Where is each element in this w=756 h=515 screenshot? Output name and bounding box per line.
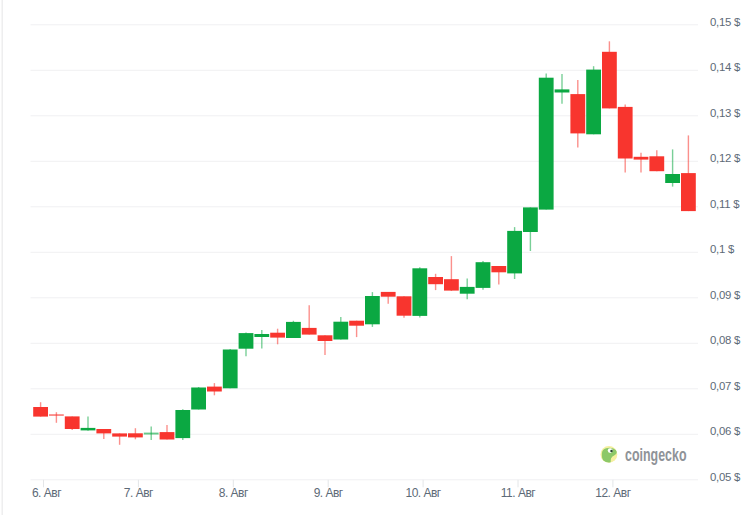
svg-text:7. Авг: 7. Авг	[124, 486, 154, 500]
svg-text:11. Авг: 11. Авг	[501, 486, 537, 500]
svg-text:0,1 $: 0,1 $	[710, 243, 735, 255]
svg-text:0,09 $: 0,09 $	[710, 289, 741, 301]
svg-text:0,12 $: 0,12 $	[710, 152, 741, 164]
svg-text:0,07 $: 0,07 $	[710, 380, 741, 392]
svg-text:6. Авг: 6. Авг	[32, 486, 62, 500]
svg-text:0,06 $: 0,06 $	[710, 425, 741, 437]
svg-text:8. Авг: 8. Авг	[219, 486, 249, 500]
svg-text:0,13 $: 0,13 $	[710, 107, 741, 119]
svg-text:0,15 $: 0,15 $	[710, 16, 741, 28]
svg-text:0,11 $: 0,11 $	[710, 198, 740, 210]
svg-text:0,14 $: 0,14 $	[710, 61, 741, 73]
svg-text:coingecko: coingecko	[625, 445, 687, 465]
svg-text:12. Авг: 12. Авг	[595, 486, 631, 500]
svg-text:0,08 $: 0,08 $	[710, 334, 741, 346]
svg-text:10. Авг: 10. Авг	[405, 486, 441, 500]
svg-text:9. Авг: 9. Авг	[314, 486, 344, 500]
svg-text:0,05 $: 0,05 $	[710, 471, 741, 483]
